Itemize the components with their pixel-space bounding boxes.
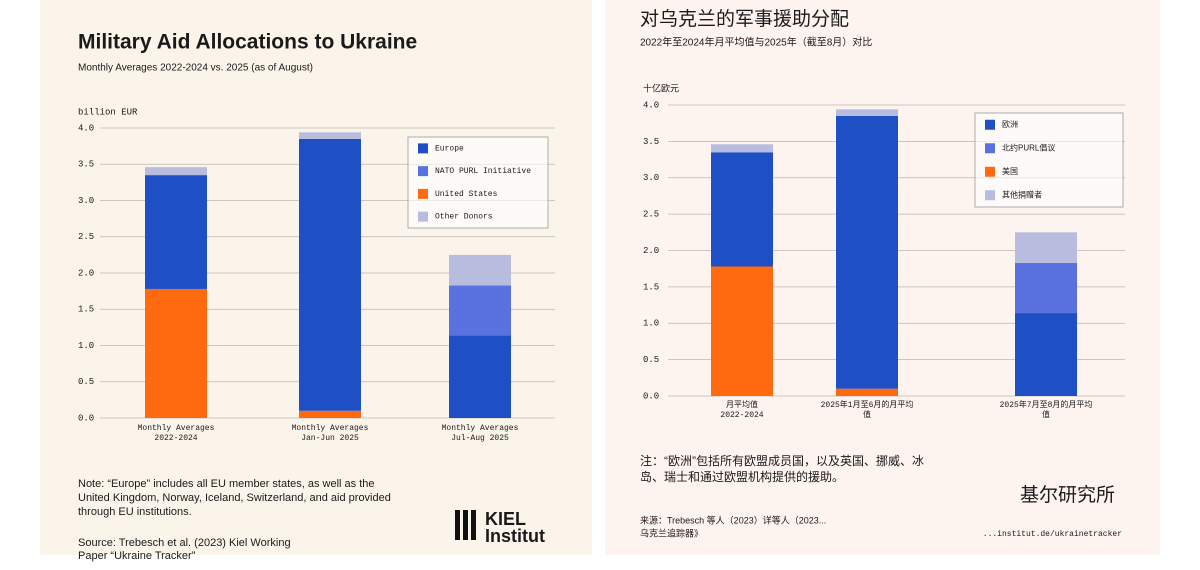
source: 乌克兰追踪器》 [640, 527, 703, 538]
x-tick-label: 月平均值 [726, 399, 758, 410]
y-tick-label: 1.5 [643, 282, 659, 292]
x-tick-label: 2025年7月至8月的月平均 [1000, 399, 1093, 410]
y-tick-label: 1.5 [78, 305, 94, 315]
bar-segment [449, 335, 511, 418]
y-tick-label: 4.0 [78, 123, 94, 133]
x-tick-label: 值 [863, 409, 871, 420]
bar-segment [1015, 313, 1077, 396]
legend-label: 北约PURL倡议 [1002, 142, 1055, 152]
chart-subtitle: 2022年至2024年月平均值与2025年（截至8月）对比 [640, 36, 872, 49]
y-tick-label: 3.0 [78, 196, 94, 206]
legend-swatch [418, 143, 428, 154]
legend-label: Other Donors [435, 213, 493, 222]
legend-swatch [985, 166, 995, 177]
bar-segment [145, 288, 207, 418]
bar-segment [836, 388, 898, 396]
y-tick-label: 3.5 [78, 160, 94, 170]
y-axis-label: 十亿欧元 [643, 82, 679, 94]
logo-mark [455, 510, 460, 540]
x-tick-label: 2022-2024 [720, 411, 763, 420]
y-tick-label: 2.0 [78, 268, 94, 278]
bar-segment [711, 266, 773, 396]
logo-mark [471, 510, 476, 540]
x-tick-label: 2025年1月至6月的月平均 [821, 399, 914, 410]
bar-segment [449, 254, 511, 286]
x-tick-label: 值 [1042, 409, 1050, 420]
bar-segment [449, 285, 511, 336]
legend-box [407, 136, 549, 229]
source-url: ...institut.de/ukrainetracker [983, 530, 1122, 539]
bar-segment [836, 115, 898, 389]
legend-label: 美国 [1002, 166, 1018, 176]
legend-box [974, 112, 1124, 208]
chart-subtitle: Monthly Averages 2022-2024 vs. 2025 (as … [78, 63, 313, 74]
bar-segment [145, 175, 207, 289]
y-tick-label: 2.0 [643, 246, 659, 256]
watermark: 基尔研究所 [1020, 484, 1115, 506]
y-tick-label: 0.5 [643, 355, 659, 365]
y-tick-label: 2.5 [78, 232, 94, 242]
legend-label: 欧洲 [1002, 119, 1018, 129]
bar-segment [711, 144, 773, 153]
source: Source: Trebesch et al. (2023) Kiel Work… [78, 537, 291, 549]
y-tick-label: 0.0 [78, 413, 94, 423]
note: Note: “Europe” includes all EU member st… [78, 478, 375, 490]
source: 来源：Trebesch 等人（2023）详等人（2023... [640, 514, 826, 525]
legend-label: NATO PURL Initiative [435, 167, 531, 176]
note: 注：“欧洲”包括所有欧盟成员国，以及英国、挪威、冰 [640, 453, 924, 468]
bar-segment [299, 138, 361, 411]
x-tick-label: Jul-Aug 2025 [451, 434, 509, 443]
y-tick-label: 4.0 [643, 100, 659, 110]
legend-swatch [985, 143, 995, 154]
y-axis-label: billion EUR [78, 107, 138, 117]
bar-segment [299, 132, 361, 139]
y-tick-label: 1.0 [78, 341, 94, 351]
y-tick-label: 2.5 [643, 210, 659, 220]
logo-text: KIEL [485, 509, 526, 529]
bar-segment [711, 152, 773, 267]
legend-label: Europe [435, 144, 464, 153]
x-tick-label: Jan-Jun 2025 [301, 434, 359, 443]
chart-title: 对乌克兰的军事援助分配 [640, 8, 849, 30]
y-tick-label: 3.5 [643, 137, 659, 147]
note: through EU institutions. [78, 506, 192, 518]
bar-segment [1015, 262, 1077, 314]
chart-title: Military Aid Allocations to Ukraine [78, 31, 417, 54]
source: Paper “Ukraine Tracker” [78, 550, 196, 562]
bar-segment [299, 410, 361, 418]
note: 岛、瑞士和通过欧盟机构提供的援助。 [640, 469, 844, 484]
logo-text: Institut [485, 526, 545, 546]
y-tick-label: 1.0 [643, 319, 659, 329]
legend-swatch [985, 190, 995, 201]
legend-swatch [418, 166, 428, 177]
legend-label: United States [435, 190, 498, 199]
legend-swatch [418, 188, 428, 199]
y-tick-label: 3.0 [643, 173, 659, 183]
logo-mark [463, 510, 468, 540]
x-tick-label: Monthly Averages [138, 424, 215, 433]
y-tick-label: 0.5 [78, 377, 94, 387]
x-tick-label: Monthly Averages [442, 424, 519, 433]
x-tick-label: 2022-2024 [154, 434, 197, 443]
bar-segment [836, 109, 898, 116]
note: United Kingdom, Norway, Iceland, Switzer… [78, 492, 391, 504]
legend-label: 其他捐赠者 [1002, 189, 1042, 199]
legend-swatch [985, 119, 995, 130]
legend-swatch [418, 211, 428, 222]
bar-segment [1015, 232, 1077, 263]
y-tick-label: 0.0 [643, 391, 659, 401]
bar-segment [145, 167, 207, 176]
x-tick-label: Monthly Averages [292, 424, 369, 433]
